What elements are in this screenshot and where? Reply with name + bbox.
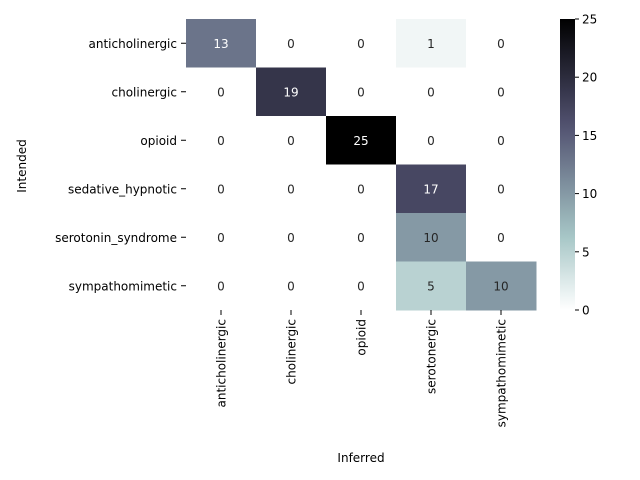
x-tick-label: cholinergic bbox=[285, 319, 299, 384]
cell-value-label: 0 bbox=[497, 37, 505, 51]
heatmap-cell bbox=[326, 67, 397, 117]
heatmap-cell bbox=[256, 164, 327, 214]
cell-value-label: 0 bbox=[357, 231, 365, 245]
heatmap-cells bbox=[186, 19, 537, 311]
heatmap-cell bbox=[466, 19, 537, 68]
heatmap-cell bbox=[256, 213, 327, 262]
x-axis-title: Inferred bbox=[337, 451, 384, 465]
y-tick-label: anticholinergic bbox=[89, 37, 177, 51]
cell-value-label: 10 bbox=[493, 279, 508, 293]
cell-value-label: 17 bbox=[423, 182, 438, 196]
cell-value-label: 5 bbox=[427, 279, 435, 293]
x-tick-label: sympathomimetic bbox=[495, 319, 509, 427]
x-tick-label: serotonergic bbox=[425, 319, 439, 394]
heatmap-cell bbox=[256, 19, 327, 68]
heatmap-cell bbox=[466, 67, 537, 117]
y-axis-title: Intended bbox=[15, 139, 29, 192]
heatmap-cell bbox=[396, 164, 467, 214]
heatmap-cell bbox=[256, 261, 327, 311]
y-tick-label: opioid bbox=[140, 134, 177, 148]
colorbar-tick-label: 25 bbox=[582, 13, 597, 27]
heatmap-cell bbox=[466, 213, 537, 262]
colorbar-tick-label: 15 bbox=[582, 129, 597, 143]
cell-value-label: 1 bbox=[427, 37, 435, 51]
cell-value-label: 0 bbox=[497, 182, 505, 196]
cell-value-label: 0 bbox=[427, 85, 435, 99]
y-tick-label: cholinergic bbox=[112, 85, 177, 99]
heatmap-cell bbox=[186, 164, 257, 214]
colorbar: 0 5 10 15 20 25 bbox=[560, 13, 597, 318]
heatmap-cell bbox=[396, 213, 467, 262]
heatmap-cell bbox=[396, 67, 467, 117]
heatmap-cell bbox=[396, 116, 467, 165]
cell-value-label: 0 bbox=[357, 182, 365, 196]
cell-value-label: 0 bbox=[287, 231, 295, 245]
x-tick-label: opioid bbox=[355, 319, 369, 356]
colorbar-gradient bbox=[560, 19, 575, 310]
cell-value-label: 0 bbox=[357, 37, 365, 51]
cell-value-label: 0 bbox=[497, 134, 505, 148]
cell-value-label: 0 bbox=[427, 134, 435, 148]
cell-value-label: 0 bbox=[497, 85, 505, 99]
y-axis: anticholinergic cholinergic opioid sedative… bbox=[55, 37, 186, 293]
heatmap-cell bbox=[466, 116, 537, 165]
colorbar-tick-label: 20 bbox=[582, 71, 597, 85]
cell-value-label: 0 bbox=[217, 134, 225, 148]
heatmap-cell bbox=[186, 261, 257, 311]
y-tick-label: sympathomimetic bbox=[69, 279, 177, 293]
heatmap-cell bbox=[326, 116, 397, 165]
cell-value-label: 0 bbox=[217, 85, 225, 99]
heatmap-cell bbox=[326, 261, 397, 311]
cell-value-label: 0 bbox=[217, 231, 225, 245]
cell-value-label: 0 bbox=[217, 182, 225, 196]
heatmap-cell bbox=[256, 116, 327, 165]
heatmap-cell bbox=[466, 164, 537, 214]
colorbar-tick-label: 0 bbox=[582, 304, 590, 318]
cell-value-label: 25 bbox=[353, 134, 368, 148]
y-tick-label: sedative_hypnotic bbox=[68, 182, 177, 196]
heatmap-cell bbox=[326, 164, 397, 214]
heatmap-cell bbox=[396, 19, 467, 68]
x-axis: anticholinergic cholinergic opioid serotone… bbox=[215, 310, 509, 427]
cell-value-label: 13 bbox=[213, 37, 228, 51]
heatmap-cell bbox=[186, 19, 257, 68]
heatmap-cell bbox=[466, 261, 537, 311]
heatmap-cell bbox=[186, 213, 257, 262]
heatmap-cell bbox=[186, 116, 257, 165]
y-tick-label: serotonin_syndrome bbox=[55, 231, 177, 245]
cell-value-label: 0 bbox=[287, 134, 295, 148]
cell-value-label: 0 bbox=[497, 231, 505, 245]
heatmap-cell bbox=[326, 213, 397, 262]
cell-value-label: 0 bbox=[287, 37, 295, 51]
colorbar-tick-label: 10 bbox=[582, 187, 597, 201]
cell-value-label: 0 bbox=[357, 279, 365, 293]
cell-value-label: 0 bbox=[287, 182, 295, 196]
heatmap-cell-labels: 13 0 0 1 00 19 0 0 00 0 25 0 00 0 0 17 00 0 0 10 00 0 0 5 10 bbox=[213, 37, 508, 294]
x-tick-label: anticholinergic bbox=[215, 319, 229, 407]
cell-value-label: 0 bbox=[217, 279, 225, 293]
cell-value-label: 0 bbox=[287, 279, 295, 293]
cell-value-label: 0 bbox=[357, 85, 365, 99]
cell-value-label: 10 bbox=[423, 231, 438, 245]
heatmap-cell bbox=[326, 19, 397, 68]
heatmap-cell bbox=[186, 67, 257, 117]
colorbar-tick-label: 5 bbox=[582, 245, 590, 259]
cell-value-label: 19 bbox=[283, 85, 298, 99]
heatmap-cell bbox=[256, 67, 327, 117]
heatmap-cell bbox=[396, 261, 467, 311]
